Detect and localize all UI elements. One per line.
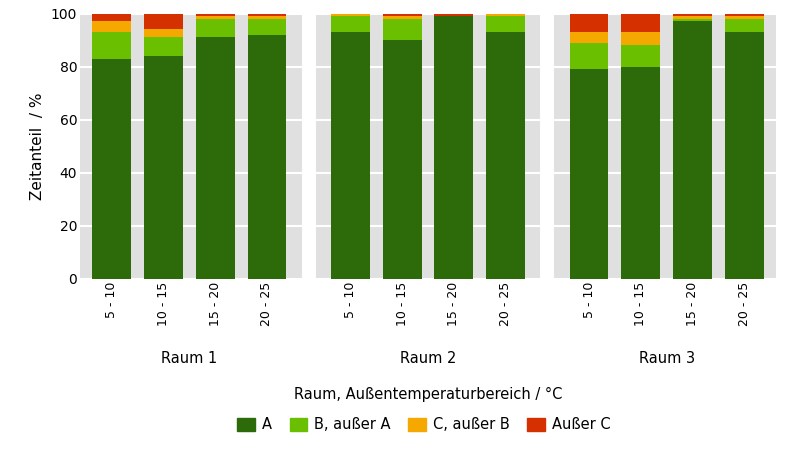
Bar: [570, 14, 609, 32]
Bar: [674, 22, 712, 279]
Bar: [195, 14, 234, 16]
Bar: [434, 14, 474, 16]
Bar: [674, 14, 712, 16]
Bar: [570, 32, 609, 43]
Bar: [195, 16, 234, 19]
Bar: [92, 14, 130, 22]
Bar: [92, 22, 130, 32]
Bar: [195, 19, 234, 37]
Bar: [247, 35, 286, 279]
Bar: [486, 14, 526, 16]
Bar: [726, 32, 764, 279]
Bar: [382, 19, 422, 40]
Bar: [382, 16, 422, 19]
Bar: [144, 29, 182, 37]
Bar: [247, 14, 286, 16]
Bar: [144, 14, 182, 29]
Bar: [330, 14, 370, 16]
Bar: [622, 45, 661, 67]
Bar: [622, 32, 661, 45]
Bar: [486, 32, 526, 279]
Bar: [570, 69, 609, 279]
Bar: [570, 43, 609, 69]
Bar: [330, 16, 370, 32]
Text: Raum, Außentemperaturbereich / °C: Raum, Außentemperaturbereich / °C: [294, 387, 562, 402]
Bar: [247, 19, 286, 35]
Bar: [92, 58, 130, 279]
Bar: [726, 14, 764, 16]
Bar: [622, 14, 661, 32]
Bar: [486, 16, 526, 32]
Bar: [726, 16, 764, 19]
Bar: [382, 14, 422, 16]
Bar: [247, 16, 286, 19]
Bar: [674, 16, 712, 19]
Text: Raum 3: Raum 3: [639, 351, 695, 366]
Bar: [622, 67, 661, 279]
Bar: [726, 19, 764, 32]
Y-axis label: Zeitanteil  / %: Zeitanteil / %: [30, 93, 46, 200]
Text: Raum 1: Raum 1: [161, 351, 217, 366]
Legend: A, B, außer A, C, außer B, Außer C: A, B, außer A, C, außer B, Außer C: [231, 412, 617, 438]
Bar: [434, 16, 474, 279]
Bar: [382, 40, 422, 279]
Text: Raum 2: Raum 2: [400, 351, 456, 366]
Bar: [195, 37, 234, 279]
Bar: [144, 56, 182, 279]
Bar: [92, 32, 130, 58]
Bar: [144, 37, 182, 56]
Bar: [330, 32, 370, 279]
Bar: [674, 19, 712, 22]
